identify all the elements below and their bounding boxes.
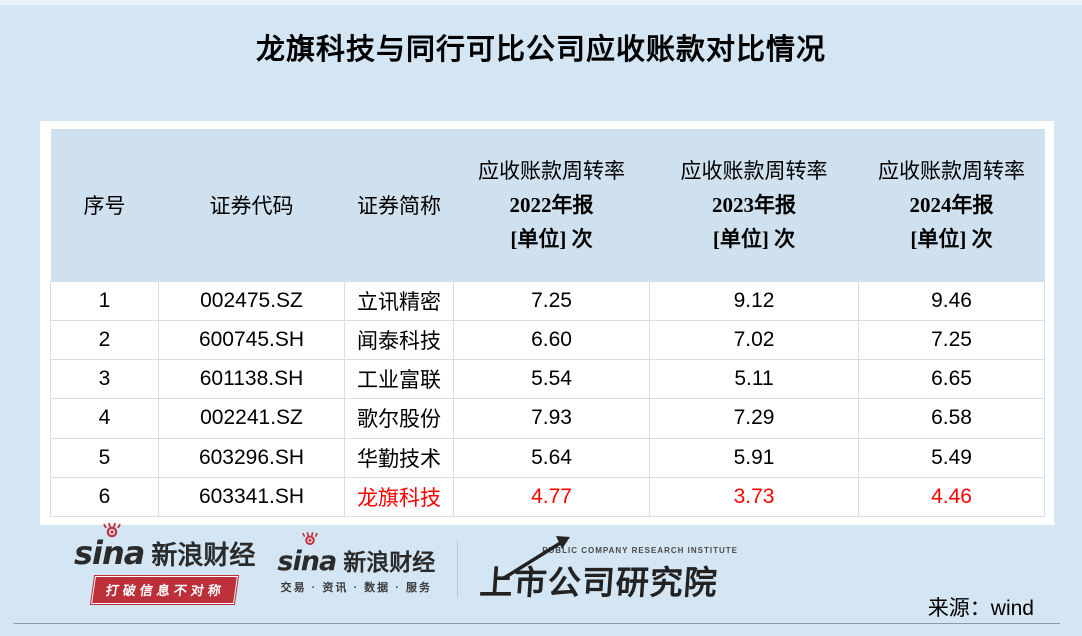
cell-2023: 5.91 [649, 437, 859, 478]
sina-finance-cn-label: 新浪财经 [151, 540, 256, 570]
cell-code: 002241.SZ [158, 398, 345, 439]
cell-index: 6 [50, 476, 159, 518]
institute-name-cn: 上市公司研究院 [478, 564, 720, 601]
metric-label: 应收账款周转率 [680, 158, 828, 183]
table-header: 序号 证券代码 证券简称 应收账款周转率 2022年报 [单位] 次 应收账款周… [50, 129, 1045, 281]
table-card: 序号 证券代码 证券简称 应收账款周转率 2022年报 [单位] 次 应收账款周… [40, 121, 1054, 525]
cell-name: 歌尔股份 [344, 398, 454, 439]
sina-finance-logo-secondary: sina 新浪财经 交易 · 资讯 · 数据 · 服务 [277, 532, 436, 595]
cell-2022: 7.25 [453, 280, 650, 321]
table-row: 4 002241.SZ 歌尔股份 7.93 7.29 6.58 [50, 398, 1045, 439]
cell-code: 600745.SH [158, 319, 345, 361]
cell-name: 龙旗科技 [344, 476, 454, 518]
cell-2022: 5.64 [453, 437, 650, 478]
institute-name-en: PUBLIC COMPANY RESEARCH INSTITUTE [542, 546, 739, 555]
table-row-highlighted: 6 603341.SH 龙旗科技 4.77 3.73 4.46 [50, 476, 1045, 518]
sina-finance-cn-label: 新浪财经 [343, 549, 436, 575]
cell-name: 工业富联 [344, 358, 454, 400]
metric-label: 应收账款周转率 [478, 158, 625, 183]
cell-index: 2 [50, 319, 159, 361]
col-header-2022: 应收账款周转率 2022年报 [单位] 次 [453, 129, 650, 281]
period-label: 2022年报 [509, 192, 594, 217]
col-header-2024: 应收账款周转率 2024年报 [单位] 次 [858, 129, 1045, 281]
col-header-code: 证券代码 [158, 129, 345, 281]
table-row: 2 600745.SH 闻泰科技 6.60 7.02 7.25 [50, 319, 1045, 361]
cell-2022: 5.54 [453, 358, 650, 400]
cell-index: 3 [50, 358, 159, 400]
unit-label: [单位] 次 [910, 226, 993, 251]
cell-2024: 7.25 [858, 319, 1045, 361]
sina-eye-icon [302, 532, 319, 546]
top-edge-strip [0, 0, 1082, 5]
period-label: 2024年报 [909, 192, 994, 217]
cell-2022: 4.77 [453, 476, 650, 518]
comparison-table: 序号 证券代码 证券简称 应收账款周转率 2022年报 [单位] 次 应收账款周… [50, 129, 1045, 518]
col-header-index: 序号 [50, 129, 159, 281]
cell-code: 603341.SH [158, 476, 345, 518]
cell-2024: 9.46 [858, 280, 1045, 321]
cell-code: 002475.SZ [158, 280, 345, 321]
cell-2023: 5.11 [649, 358, 859, 400]
data-source-note: 来源：wind [927, 597, 1034, 620]
cell-2024: 6.65 [858, 358, 1045, 400]
cell-2022: 7.93 [453, 398, 650, 439]
sina-finance-logo-primary: sina 新浪财经 打破信息不对称 [74, 522, 256, 605]
research-institute-logo: PUBLIC COMPANY RESEARCH INSTITUTE 上市公司研究… [478, 534, 739, 604]
table-row: 5 603296.SH 华勤技术 5.64 5.91 5.49 [50, 437, 1045, 478]
footer-logos: sina 新浪财经 打破信息不对称 sina 新浪财经 交易 · 资讯 · 数据… [74, 522, 739, 606]
col-header-2023: 应收账款周转率 2023年报 [单位] 次 [649, 129, 859, 281]
cell-index: 4 [50, 398, 159, 439]
cell-2024: 4.46 [858, 476, 1045, 518]
cell-2024: 6.58 [858, 398, 1045, 439]
cell-2023: 7.02 [649, 319, 859, 361]
cell-2023: 9.12 [649, 280, 859, 321]
sina-wordmark: sina [74, 534, 145, 572]
cell-2023: 3.73 [649, 476, 859, 518]
footer-divider [457, 541, 459, 597]
unit-label: [单位] 次 [510, 226, 593, 251]
cell-name: 华勤技术 [344, 437, 454, 478]
sina-wordmark: sina [277, 546, 337, 577]
cell-index: 1 [50, 280, 159, 321]
cell-code: 601138.SH [158, 358, 345, 400]
table-row: 1 002475.SZ 立讯精密 7.25 9.12 9.46 [50, 280, 1045, 321]
cell-name: 闻泰科技 [344, 319, 454, 361]
sina-services-tagline: 交易 · 资讯 · 数据 · 服务 [280, 582, 432, 594]
metric-label: 应收账款周转率 [878, 158, 1025, 183]
cell-2024: 5.49 [858, 437, 1045, 478]
col-header-name: 证券简称 [344, 129, 454, 281]
sina-slogan-badge: 打破信息不对称 [90, 575, 240, 605]
cell-code: 603296.SH [158, 437, 345, 478]
period-label: 2023年报 [712, 192, 796, 217]
cell-2023: 7.29 [649, 398, 859, 439]
table-body: 1 002475.SZ 立讯精密 7.25 9.12 9.46 2 600745… [50, 280, 1045, 518]
cell-2022: 6.60 [453, 319, 650, 361]
cell-index: 5 [50, 437, 159, 478]
bottom-divider-line [14, 623, 1060, 624]
table-row: 3 601138.SH 工业富联 5.54 5.11 6.65 [50, 358, 1045, 400]
cell-name: 立讯精密 [344, 280, 454, 321]
page-title: 龙旗科技与同行可比公司应收账款对比情况 [255, 34, 826, 66]
unit-label: [单位] 次 [712, 226, 796, 251]
